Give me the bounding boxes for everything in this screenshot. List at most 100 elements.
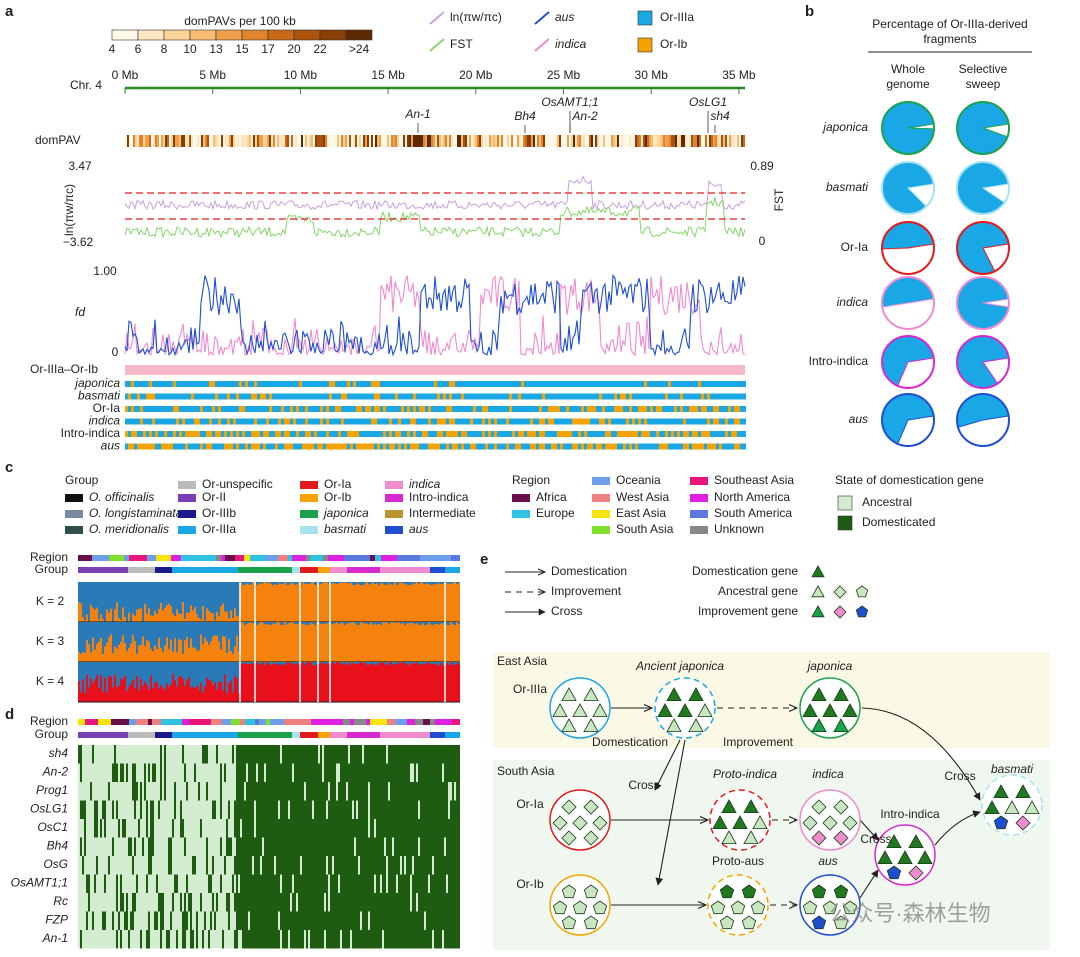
admix-cell — [204, 662, 206, 687]
ancestry-cell — [197, 406, 200, 412]
heat-cell — [406, 874, 408, 893]
ancestry-cell — [257, 406, 260, 412]
ancestry-cell — [137, 418, 140, 425]
ancestry-cell — [260, 393, 263, 400]
ancestry-cell — [743, 443, 746, 450]
ancestry-cell — [665, 431, 668, 437]
gene-icon — [572, 815, 588, 831]
ancestry-cell — [719, 393, 722, 400]
heat-cell — [440, 893, 442, 912]
dompav-cell — [525, 135, 527, 147]
ancestry-cell — [578, 431, 581, 437]
ancestry-cell — [323, 406, 326, 412]
heat-cell — [154, 911, 156, 930]
admix-cell — [206, 662, 208, 678]
ancestry-cell — [653, 381, 656, 387]
admix-cell — [304, 662, 306, 665]
ancestry-cell — [155, 406, 158, 412]
heat-cell — [366, 782, 368, 801]
admix-cell — [240, 582, 242, 583]
ancestry-cell — [584, 443, 587, 450]
admix-cell — [326, 662, 328, 664]
heat-cell — [296, 800, 298, 819]
ancestry-cell — [197, 443, 200, 450]
dompav-cell — [505, 135, 507, 147]
ancestry-cell — [620, 393, 623, 400]
heat-cell — [272, 874, 274, 893]
heat-cell — [348, 856, 350, 875]
ancestry-cell — [230, 406, 233, 412]
dompav-cell — [667, 135, 669, 147]
row-label: basmati — [826, 180, 868, 194]
scale-label: 17 — [261, 42, 275, 56]
dompav-cell — [545, 135, 547, 147]
heat-cell — [440, 800, 442, 819]
heat-cell — [238, 800, 240, 819]
admix-cell — [368, 662, 370, 702]
heat-cell — [420, 782, 422, 801]
admix-cell — [112, 662, 114, 688]
ancestry-cell — [290, 431, 293, 437]
ancestry-cell — [572, 381, 575, 387]
ancestry-cell — [626, 381, 629, 387]
heat-cell — [374, 856, 376, 875]
heat-cell — [402, 800, 404, 819]
ancestry-cell — [356, 406, 359, 412]
heat-cell — [432, 837, 434, 856]
admix-cell — [306, 582, 308, 622]
dompav-cell — [159, 135, 161, 147]
admix-cell — [144, 622, 146, 646]
heat-cell — [244, 930, 246, 949]
heat-cell — [392, 856, 394, 875]
admix-cell — [380, 662, 382, 702]
heat-cell — [354, 874, 356, 893]
heat-cell — [404, 763, 406, 782]
ancestry-cell — [506, 418, 509, 425]
heat-cell — [430, 782, 432, 801]
heat-cell — [302, 782, 304, 801]
ancestry-cell — [554, 393, 557, 400]
admix-cell — [140, 662, 142, 702]
heat-cell — [458, 819, 460, 838]
admix-cell — [452, 622, 454, 625]
ancestry-cell — [263, 431, 266, 437]
ancestry-cell — [659, 443, 662, 450]
legend-swatch — [385, 481, 403, 489]
heat-cell — [438, 930, 440, 949]
ancestry-cell — [362, 443, 365, 450]
ancestry-cell — [548, 418, 551, 425]
heat-cell — [298, 856, 300, 875]
heat-cell — [290, 763, 292, 782]
admix-cell — [440, 582, 442, 622]
admix-cell — [238, 662, 240, 694]
heat-cell — [326, 782, 328, 801]
admix-cell — [200, 622, 202, 635]
admix-cell — [408, 622, 410, 662]
ancestry-cell — [614, 393, 617, 400]
heat-cell — [334, 856, 336, 875]
heat-cell — [312, 893, 314, 912]
ancestry-cell — [545, 418, 548, 425]
scale-swatch — [267, 29, 295, 41]
ancestry-cell — [311, 381, 314, 387]
ancestry-cell — [152, 406, 155, 412]
admix-cell — [206, 662, 208, 702]
heat-cell — [366, 800, 368, 819]
heat-cell — [314, 856, 316, 875]
scale-swatch — [189, 29, 217, 41]
ancestry-cell — [278, 443, 281, 450]
gene-label: An-2 — [571, 109, 598, 123]
ancestry-cell — [344, 406, 347, 412]
heat-cell — [264, 837, 266, 856]
heat-cell — [332, 837, 334, 856]
ancestry-cell — [527, 381, 530, 387]
heat-cell — [182, 930, 184, 949]
ancestry-cell — [572, 418, 575, 425]
heat-cell — [238, 893, 240, 912]
admix-cell — [210, 582, 212, 613]
heat-cell — [214, 800, 216, 819]
admix-cell — [398, 662, 400, 702]
admix-cell — [184, 662, 186, 686]
heat-cell — [268, 856, 270, 875]
admix-cell — [350, 662, 352, 665]
